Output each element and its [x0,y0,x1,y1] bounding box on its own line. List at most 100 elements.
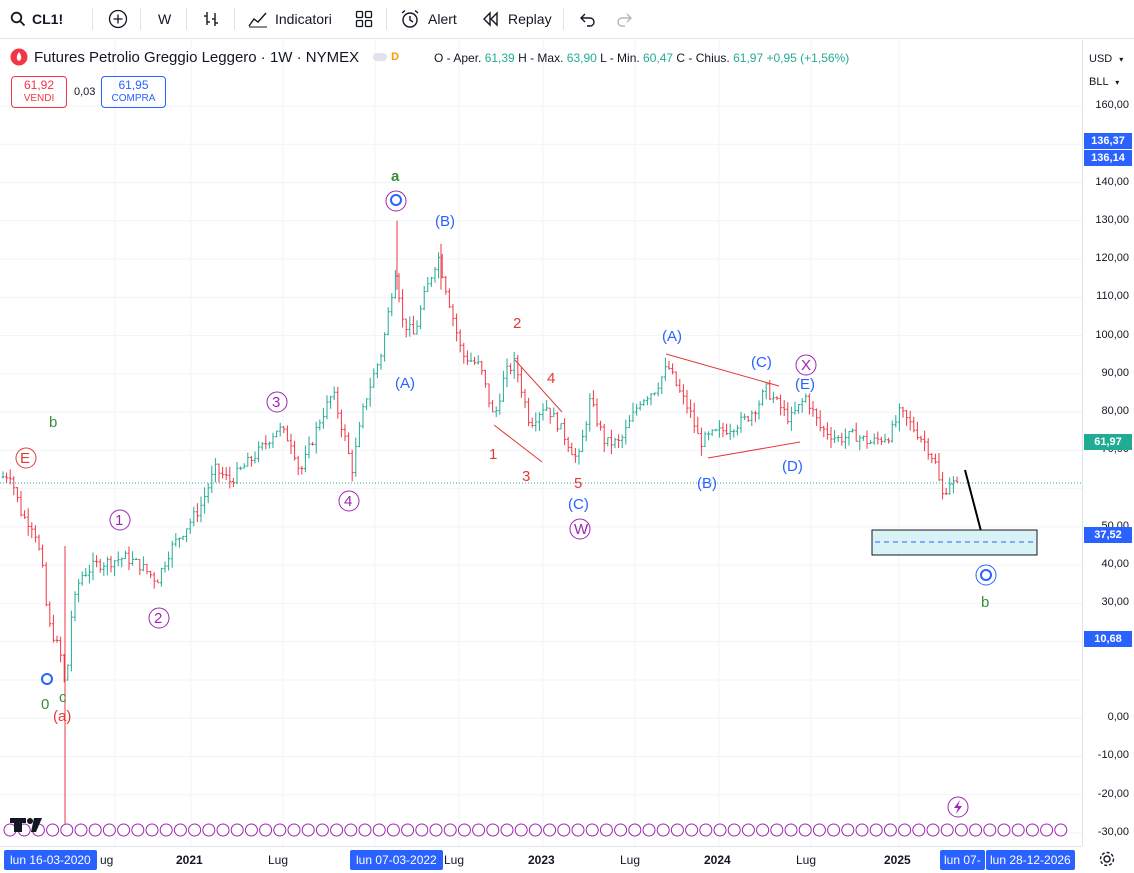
wave-label-blue-b-tri: (B) [697,475,717,492]
wave-label-blue-c-tri: (C) [751,354,772,371]
price-bar [915,421,919,440]
grid-icon [355,10,373,28]
price-bar [368,377,372,407]
event-marker [926,823,940,837]
price-bar [879,436,883,445]
price-tag: 136,37 [1084,133,1132,149]
symbol-title[interactable]: Futures Petrolio Greggio Leggero · 1W · … [34,48,360,66]
symbol-label: CL1! [32,11,64,27]
price-bar [84,568,88,577]
chart-type-button[interactable] [202,0,220,38]
price-bar [37,534,41,551]
tradingview-logo [10,818,42,832]
wedge-lower-line [493,424,543,463]
price-bar [228,466,232,489]
price-bar [336,386,340,419]
price-bar [851,428,855,433]
price-bar [584,421,588,442]
wave-label-green-c: c [59,689,67,706]
event-marker [770,823,784,837]
open-value: 61,39 [484,51,515,65]
price-bar [257,441,261,463]
price-bar [415,320,419,335]
event-marker [117,823,131,837]
event-marker [273,823,287,837]
price-bar [804,393,808,403]
time-axis[interactable]: lun 16-03-2020 ug 2021 Lug lun 07-03-202… [0,846,1082,873]
indicators-button[interactable]: Indicatori [248,0,332,38]
grid-lines [0,40,1082,846]
eye-toggle[interactable] [373,53,388,61]
event-marker [869,823,883,837]
price-bar [116,551,120,567]
event-marker [244,823,258,837]
triangle-upper-line [665,353,780,387]
change-value: +0,95 (+1,56%) [766,51,850,65]
low-value: 60,47 [643,51,674,65]
event-marker [443,823,457,837]
alert-button[interactable]: Alert [400,0,457,38]
buy-button[interactable]: 61,95 COMPRA [101,76,166,108]
sell-button[interactable]: 61,92 VENDI [11,76,67,108]
buy-label: COMPRA [111,93,156,104]
price-bar [249,455,253,467]
price-bar [318,419,322,431]
price-bar [923,430,927,452]
toolbar-divider [234,8,235,30]
price-tick: 40,00 [1101,558,1129,571]
currency-selector[interactable]: USD ▾ [1086,49,1133,69]
sell-price: 61,92 [23,78,55,92]
data-badge[interactable]: D [391,51,400,63]
price-bar [635,403,639,416]
price-bar [285,425,289,442]
time-tag-start: lun 16-03-2020 [4,850,97,870]
event-marker [301,823,315,837]
price-bar [469,352,473,362]
price-bar [890,420,894,443]
price-bar [105,556,109,576]
price-bar [602,423,606,453]
close-label: C - Chius. [676,51,730,65]
price-axis[interactable]: 160,00150,00140,00130,00120,00110,00100,… [1082,40,1134,846]
price-bar [473,356,477,365]
undo-button[interactable] [578,0,596,38]
event-marker [628,823,642,837]
unit-selector[interactable]: BLL ▾ [1086,72,1133,92]
price-bar [343,424,347,442]
time-tick: Lug [268,853,289,867]
price-bar [465,350,469,366]
price-bar [746,415,750,423]
price-bar [239,466,243,471]
time-tick: ug [100,853,114,867]
layouts-button[interactable] [355,0,373,38]
price-bar [671,363,675,375]
price-bar [674,371,678,387]
price-bar [433,266,437,283]
alert-label: Alert [428,11,457,27]
event-marker [216,823,230,837]
compare-symbol-button[interactable] [108,0,128,38]
redo-button[interactable] [616,0,634,38]
wave-label-green-b-target: b [981,594,989,611]
wave-marker-target [980,569,992,581]
price-bar [48,601,52,628]
price-bar [113,559,117,577]
price-bar [411,315,415,335]
time-tick: Lug [796,853,817,867]
price-bar [483,369,487,388]
price-bar [30,522,34,539]
interval-button[interactable]: W [158,0,171,38]
event-marker [883,823,897,837]
price-bar [59,636,63,663]
price-bar [714,428,718,432]
price-bar [138,558,142,575]
chart-settings-button[interactable] [1098,850,1118,870]
symbol-search-button[interactable]: CL1! [10,0,63,38]
price-chart[interactable]: a b c 0 b (B) (A) (C) (A) (B) (C) (D) (E… [0,40,1082,846]
price-bar [678,378,682,393]
chart-pane[interactable]: a b c 0 b (B) (A) (C) (A) (B) (C) (D) (E… [0,40,1082,846]
replay-button[interactable]: Replay [482,0,552,38]
event-marker [173,823,187,837]
price-bar [811,400,815,417]
price-bar [703,431,707,448]
